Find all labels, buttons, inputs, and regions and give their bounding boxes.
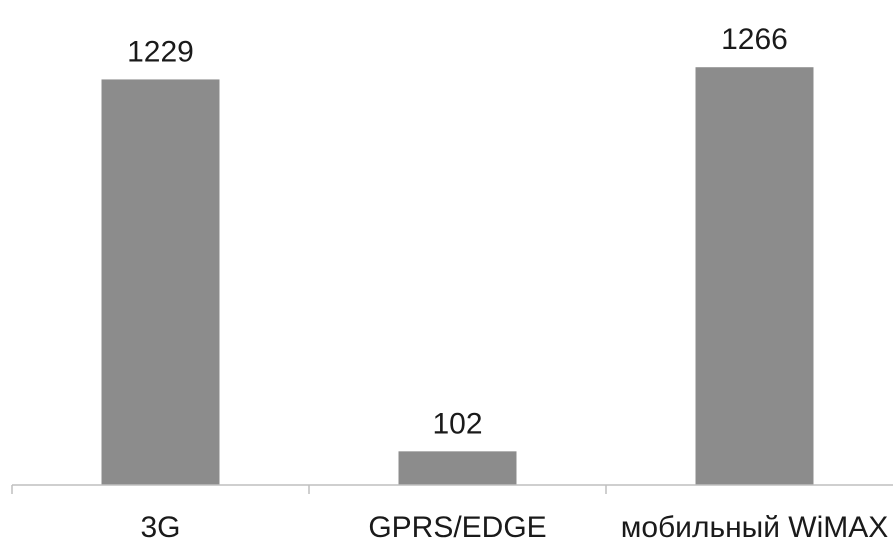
category-labels-layer: 3G GPRS/EDGE мобильный WiMAX	[140, 511, 888, 544]
data-labels-layer: 1229 102 1266	[127, 23, 788, 440]
data-label-3: 1266	[721, 23, 788, 56]
category-label-3: мобильный WiMAX	[621, 511, 889, 544]
category-label-2: GPRS/EDGE	[368, 511, 546, 544]
x-axis	[11, 484, 893, 494]
bar-1	[101, 79, 220, 486]
bar-2	[398, 451, 517, 485]
category-label-1: 3G	[140, 511, 180, 544]
data-label-1: 1229	[127, 35, 194, 68]
bars-layer	[101, 67, 814, 486]
bar-3	[695, 67, 814, 485]
data-label-2: 102	[432, 407, 482, 440]
